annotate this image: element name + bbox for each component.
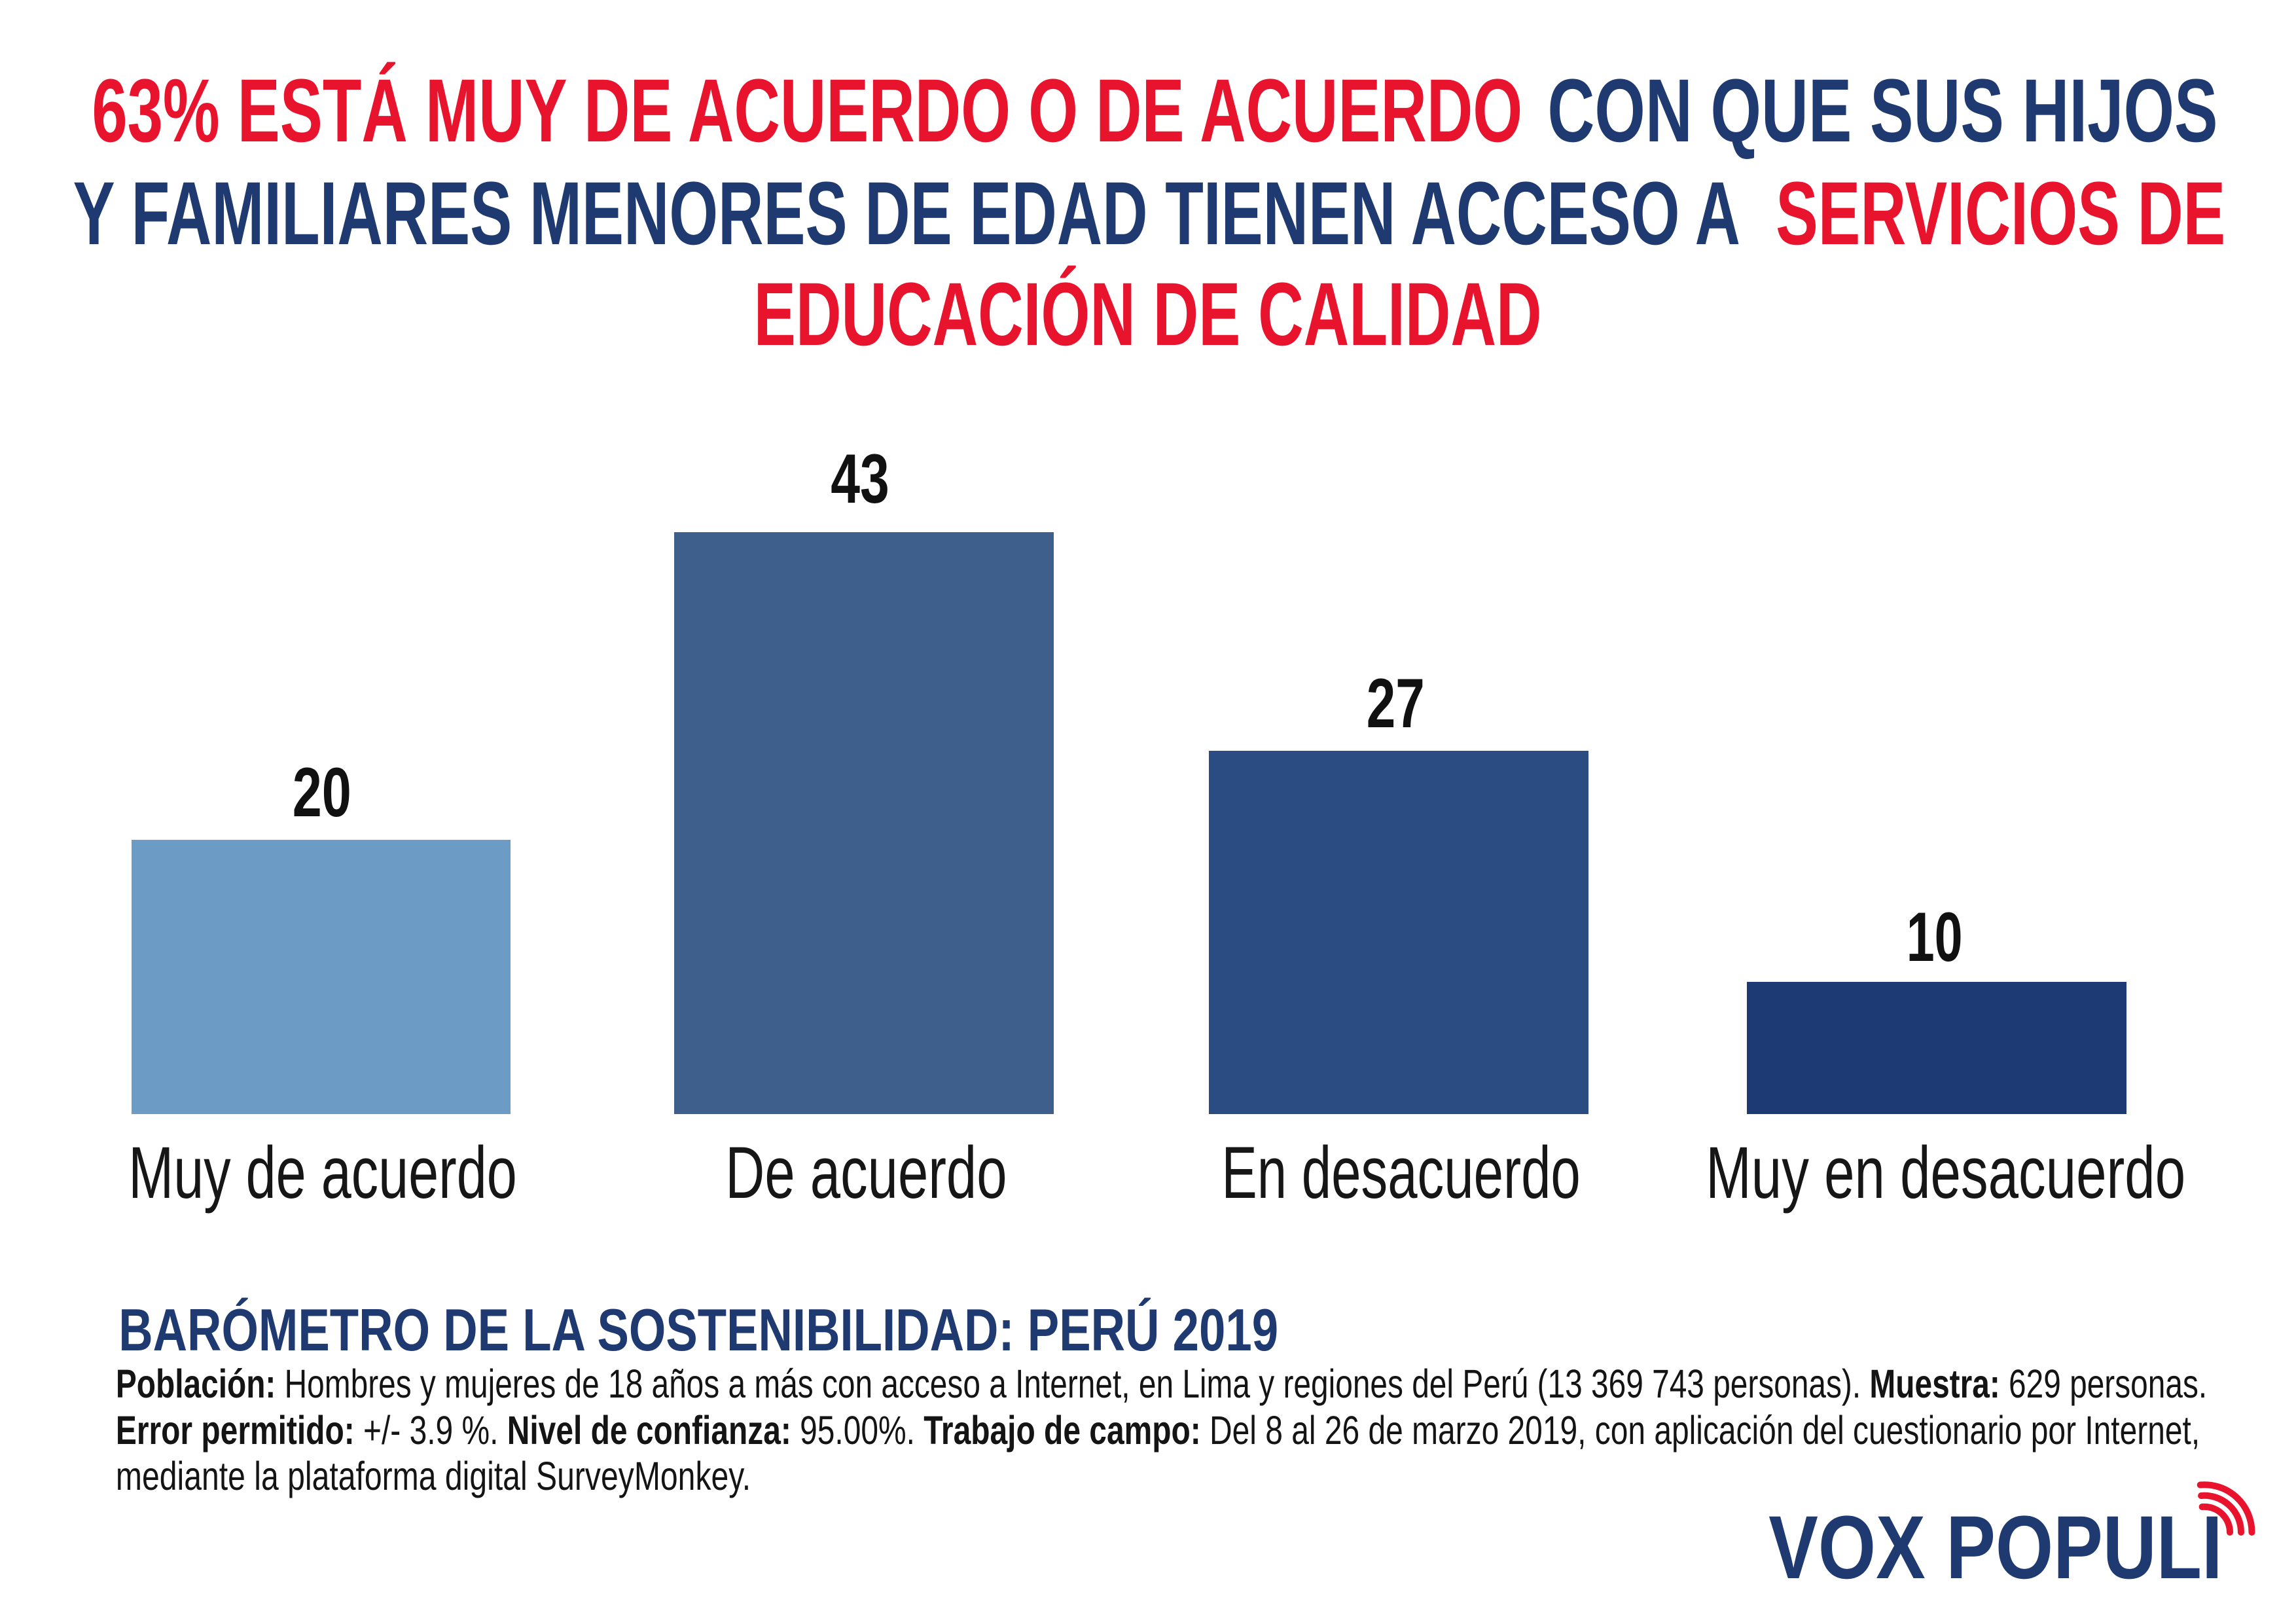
svg-text:Muy de acuerdo: Muy de acuerdo xyxy=(128,1132,516,1214)
svg-text:Muy en desacuerdo: Muy en desacuerdo xyxy=(1706,1132,2185,1214)
svg-text:EDUCACIÓN DE CALIDAD: EDUCACIÓN DE CALIDAD xyxy=(754,264,1542,365)
svg-text:En desacuerdo: En desacuerdo xyxy=(1221,1131,1580,1214)
svg-text:20: 20 xyxy=(293,753,351,832)
svg-text:63% ESTÁ MUY DE ACUERDO O DE A: 63% ESTÁ MUY DE ACUERDO O DE ACUERDO xyxy=(92,61,1522,161)
svg-text:43: 43 xyxy=(831,440,889,518)
svg-text:BARÓMETRO DE LA SOSTENIBILIDAD: BARÓMETRO DE LA SOSTENIBILIDAD: PERÚ 201… xyxy=(118,1297,1278,1363)
svg-text:De acuerdo: De acuerdo xyxy=(725,1132,1007,1214)
svg-text:SERVICIOS DE: SERVICIOS DE xyxy=(1776,164,2225,264)
svg-text:Población: Hombres y mujeres d: Población: Hombres y mujeres de 18 años … xyxy=(116,1361,2207,1406)
svg-text:VOX POPULI: VOX POPULI xyxy=(1768,1497,2222,1598)
svg-text:10: 10 xyxy=(1907,898,1963,976)
svg-text:Error permitido: +/- 3.9 %. Ni: Error permitido: +/- 3.9 %. Nivel de con… xyxy=(116,1407,2200,1453)
svg-text:CON QUE SUS HIJOS: CON QUE SUS HIJOS xyxy=(1547,62,2217,161)
svg-text:27: 27 xyxy=(1367,664,1425,743)
svg-text:mediante la plataforma digital: mediante la plataforma digital SurveyMon… xyxy=(116,1453,751,1498)
svg-text:Y FAMILIARES MENORES DE EDAD T: Y FAMILIARES MENORES DE EDAD TIENEN ACCE… xyxy=(73,164,1740,264)
